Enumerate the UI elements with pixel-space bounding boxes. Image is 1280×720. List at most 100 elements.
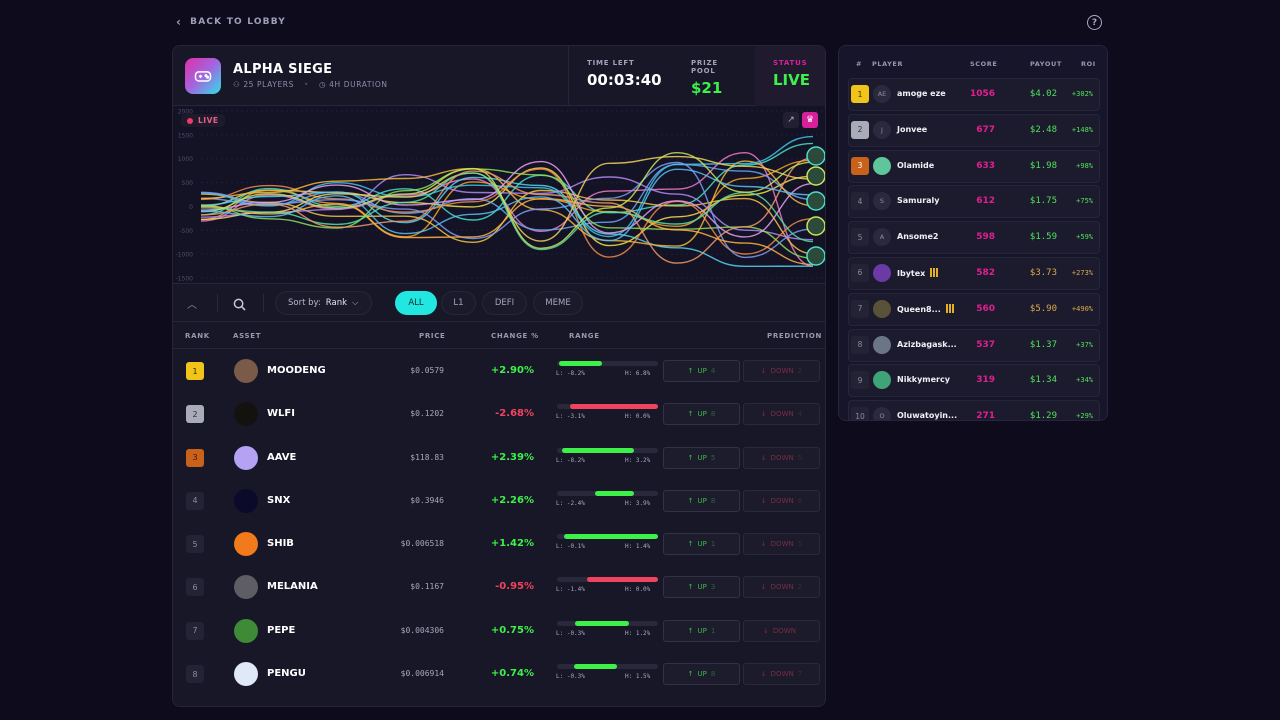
search-button[interactable] bbox=[233, 296, 246, 315]
leaderboard-row[interactable]: 1 AE amoge eze 1056 $4.02 +302% bbox=[848, 78, 1100, 111]
player-payout: $3.73 bbox=[1029, 267, 1057, 278]
arrow-up-icon: ↑ bbox=[687, 453, 694, 462]
leaderboard-row[interactable]: 7 Queen8... 560 $5.90 +490% bbox=[848, 292, 1100, 326]
collapse-chevron-up-icon[interactable]: ︿ bbox=[187, 300, 197, 311]
predict-down-button[interactable]: ↓ DOWN 5 bbox=[743, 533, 820, 556]
predict-up-button[interactable]: ↑ UP 1 bbox=[663, 533, 740, 556]
predict-up-button[interactable]: ↑ UP 8 bbox=[663, 403, 740, 426]
player-avatar: O bbox=[873, 407, 891, 420]
player-avatar-marker bbox=[806, 216, 825, 236]
player-name-cell: Nikkymercy bbox=[897, 375, 950, 384]
predict-down-button[interactable]: ↓ DOWN 6 bbox=[743, 489, 820, 512]
chip-defi[interactable]: DEFI bbox=[482, 291, 527, 315]
prize-pool-stat: PRIZE POOL $21 bbox=[673, 46, 755, 106]
leaderboard-row[interactable]: 3 Olamide 633 $1.98 +98% bbox=[848, 149, 1100, 183]
leaderboard-row[interactable]: 8 Azizbagask... 537 $1.37 +37% bbox=[848, 328, 1100, 362]
leaderboard-row[interactable]: 10 O Oluwatoyin... 271 $1.29 +29% bbox=[848, 400, 1100, 420]
arrow-up-icon: ↑ bbox=[687, 367, 694, 375]
sort-prefix: Sort by: bbox=[288, 298, 321, 308]
down-label: DOWN bbox=[770, 367, 794, 375]
asset-change: +0.75% bbox=[490, 624, 534, 636]
predict-down-button[interactable]: ↓ DOWN 4 bbox=[743, 403, 820, 426]
down-count: 5 bbox=[797, 453, 803, 462]
player-score-line bbox=[200, 155, 814, 242]
streak-badge-icon bbox=[945, 303, 955, 313]
predict-down-button[interactable]: ↓ DOWN 2 bbox=[743, 576, 820, 599]
rank-badge: 6 bbox=[186, 578, 204, 597]
divider bbox=[263, 294, 264, 312]
asset-row[interactable]: 6 MELANIA $0.1167 -0.95% L: -1.4% H: 0.0… bbox=[173, 566, 825, 609]
player-name: Jonvee bbox=[897, 124, 928, 134]
asset-row[interactable]: 3 AAVE $118.83 +2.39% L: -8.2% H: 3.2% ↑… bbox=[173, 437, 825, 480]
chip-all[interactable]: ALL bbox=[395, 291, 437, 315]
asset-row[interactable]: 8 PENGU $0.006914 +0.74% L: -0.3% H: 1.5… bbox=[173, 653, 825, 696]
player-name: Olamide bbox=[897, 160, 935, 170]
player-score: 1056 bbox=[969, 89, 995, 99]
player-avatar: J bbox=[873, 120, 891, 139]
streak-badge-icon bbox=[930, 267, 940, 277]
player-avatar bbox=[873, 371, 891, 390]
range-low: L: -1.4% bbox=[556, 586, 585, 594]
down-label: DOWN bbox=[770, 583, 794, 592]
y-tick-label: 2000 bbox=[178, 109, 193, 116]
asset-name: MELANIA bbox=[267, 581, 318, 593]
asset-price: $0.1202 bbox=[410, 409, 444, 419]
asset-price: $0.0579 bbox=[410, 366, 444, 375]
player-rank: 8 bbox=[851, 335, 869, 354]
leaderboard-row[interactable]: 2 J Jonvee 677 $2.48 +148% bbox=[848, 113, 1100, 147]
asset-price: $0.1167 bbox=[410, 582, 444, 592]
back-to-lobby-link[interactable]: ‹ BACK TO LOBBY bbox=[176, 15, 286, 29]
chip-meme[interactable]: MEME bbox=[533, 291, 583, 315]
live-dot-icon bbox=[187, 117, 193, 124]
trend-view-button[interactable]: ↗ bbox=[783, 112, 799, 128]
chip-l1[interactable]: L1 bbox=[441, 291, 476, 315]
player-name-cell: Ansome2 bbox=[897, 232, 938, 241]
predict-up-button[interactable]: ↑ UP 4 bbox=[663, 360, 740, 382]
asset-row[interactable]: 2 WLFI $0.1202 -2.68% L: -3.1% H: 0.0% ↑… bbox=[173, 393, 825, 436]
predict-down-button[interactable]: ↓ DOWN bbox=[743, 619, 820, 642]
leaderboard-row[interactable]: 9 Nikkymercy 319 $1.34 +34% bbox=[848, 364, 1100, 398]
player-roi: +273% bbox=[1071, 268, 1093, 277]
up-label: UP bbox=[697, 626, 707, 635]
trophy-view-button[interactable]: ♛ bbox=[802, 112, 818, 128]
range-high: H: 0.0% bbox=[625, 413, 651, 421]
player-name-cell: Olamide bbox=[897, 161, 934, 170]
leaderboard-row[interactable]: 6 Ibytex 582 $3.73 +273% bbox=[848, 256, 1100, 290]
player-payout: $2.48 bbox=[1029, 124, 1057, 135]
predict-up-button[interactable]: ↑ UP 8 bbox=[663, 663, 740, 686]
leaderboard-row[interactable]: 4 S Samuraly 612 $1.75 +75% bbox=[848, 185, 1100, 219]
coin-icon bbox=[234, 575, 258, 600]
player-avatar-marker bbox=[806, 246, 825, 266]
header-change: CHANGE % bbox=[491, 332, 539, 340]
predict-down-button[interactable]: ↓ DOWN 5 bbox=[743, 446, 820, 469]
live-badge: LIVE bbox=[181, 114, 225, 127]
arrow-up-icon: ↑ bbox=[687, 583, 694, 592]
filter-bar: ︿ Sort by: Rank ⌵ ALL L1 DEFI MEME bbox=[173, 284, 825, 322]
predict-up-button[interactable]: ↑ UP 5 bbox=[663, 446, 740, 469]
sort-dropdown[interactable]: Sort by: Rank ⌵ bbox=[275, 291, 372, 315]
range-fill bbox=[570, 404, 658, 410]
up-count: 8 bbox=[710, 670, 716, 679]
up-label: UP bbox=[697, 367, 707, 375]
player-avatar: A bbox=[873, 228, 891, 247]
predict-down-button[interactable]: ↓ DOWN 2 bbox=[743, 360, 820, 382]
leaderboard-panel: # PLAYER SCORE PAYOUT ROI 1 AE amoge eze… bbox=[838, 45, 1108, 421]
predict-up-button[interactable]: ↑ UP 3 bbox=[663, 576, 740, 599]
predict-up-button[interactable]: ↑ UP 1 bbox=[663, 619, 740, 642]
asset-row[interactable]: 1 MOODENG $0.0579 +2.90% L: -8.2% H: 6.8… bbox=[173, 350, 825, 393]
predict-up-button[interactable]: ↑ UP 8 bbox=[663, 489, 740, 512]
predict-down-button[interactable]: ↓ DOWN 7 bbox=[743, 663, 820, 686]
asset-row[interactable]: 7 PEPE $0.004306 +0.75% L: -0.3% H: 1.2%… bbox=[173, 610, 825, 653]
range-low: L: -3.1% bbox=[556, 413, 585, 421]
trophy-icon: ♛ bbox=[805, 115, 815, 125]
leaderboard-row[interactable]: 5 A Ansome2 598 $1.59 +59% bbox=[848, 221, 1100, 255]
help-icon[interactable]: ? bbox=[1087, 15, 1102, 30]
arrow-down-icon: ↓ bbox=[760, 670, 767, 679]
asset-row[interactable]: 4 SNX $0.3946 +2.26% L: -2.4% H: 3.9% ↑ … bbox=[173, 480, 825, 523]
asset-row[interactable]: 5 SHIB $0.006518 +1.42% L: -0.1% H: 1.4%… bbox=[173, 523, 825, 566]
up-count: 8 bbox=[710, 496, 716, 505]
range-bar bbox=[557, 447, 658, 453]
up-label: UP bbox=[697, 453, 707, 462]
range-bar bbox=[557, 490, 658, 496]
down-label: DOWN bbox=[770, 540, 794, 549]
